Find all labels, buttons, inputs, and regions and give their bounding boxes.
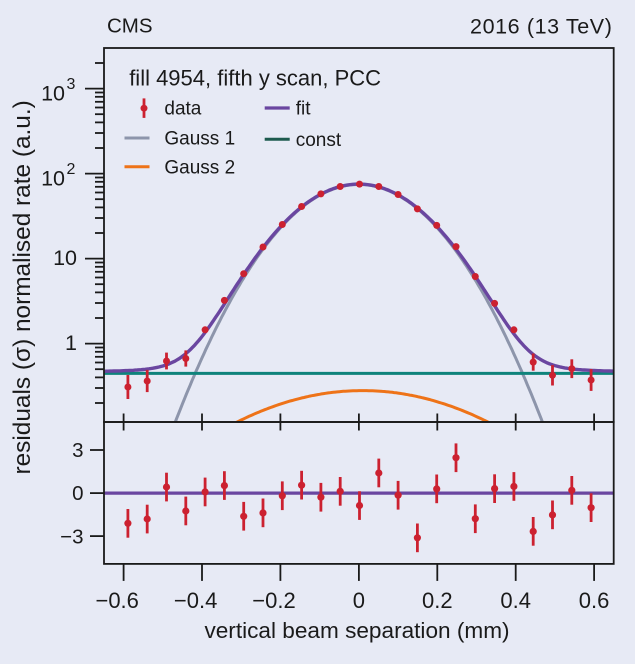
- svg-text:1: 1: [65, 331, 77, 355]
- svg-text:−3: −3: [60, 525, 83, 548]
- svg-text:0.4: 0.4: [500, 588, 531, 613]
- svg-text:3: 3: [67, 76, 76, 93]
- svg-text:0.2: 0.2: [422, 588, 453, 613]
- svg-text:CMS: CMS: [107, 15, 153, 38]
- svg-text:residuals (σ) normalised rate: residuals (σ) normalised rate (a.u.): [9, 100, 36, 474]
- svg-text:fit: fit: [296, 99, 312, 120]
- svg-text:0: 0: [72, 482, 83, 505]
- svg-text:vertical beam separation (mm): vertical beam separation (mm): [204, 618, 509, 643]
- svg-text:−0.6: −0.6: [95, 588, 138, 613]
- svg-text:−0.2: −0.2: [252, 588, 295, 613]
- svg-text:10: 10: [41, 167, 65, 191]
- svg-text:fill 4954, fifth y scan, PCC: fill 4954, fifth y scan, PCC: [129, 66, 381, 91]
- svg-text:const: const: [296, 130, 342, 151]
- svg-text:0: 0: [353, 588, 365, 613]
- svg-text:10: 10: [53, 246, 77, 270]
- svg-text:0.6: 0.6: [579, 588, 610, 613]
- svg-text:Gauss 1: Gauss 1: [164, 129, 235, 150]
- svg-text:Gauss 2: Gauss 2: [164, 157, 235, 178]
- svg-text:2: 2: [67, 161, 76, 178]
- svg-text:−0.4: −0.4: [174, 588, 217, 613]
- svg-text:10: 10: [41, 82, 65, 106]
- svg-text:3: 3: [72, 439, 83, 462]
- svg-text:data: data: [164, 99, 201, 120]
- svg-text:2016 (13 TeV): 2016 (13 TeV): [470, 15, 612, 39]
